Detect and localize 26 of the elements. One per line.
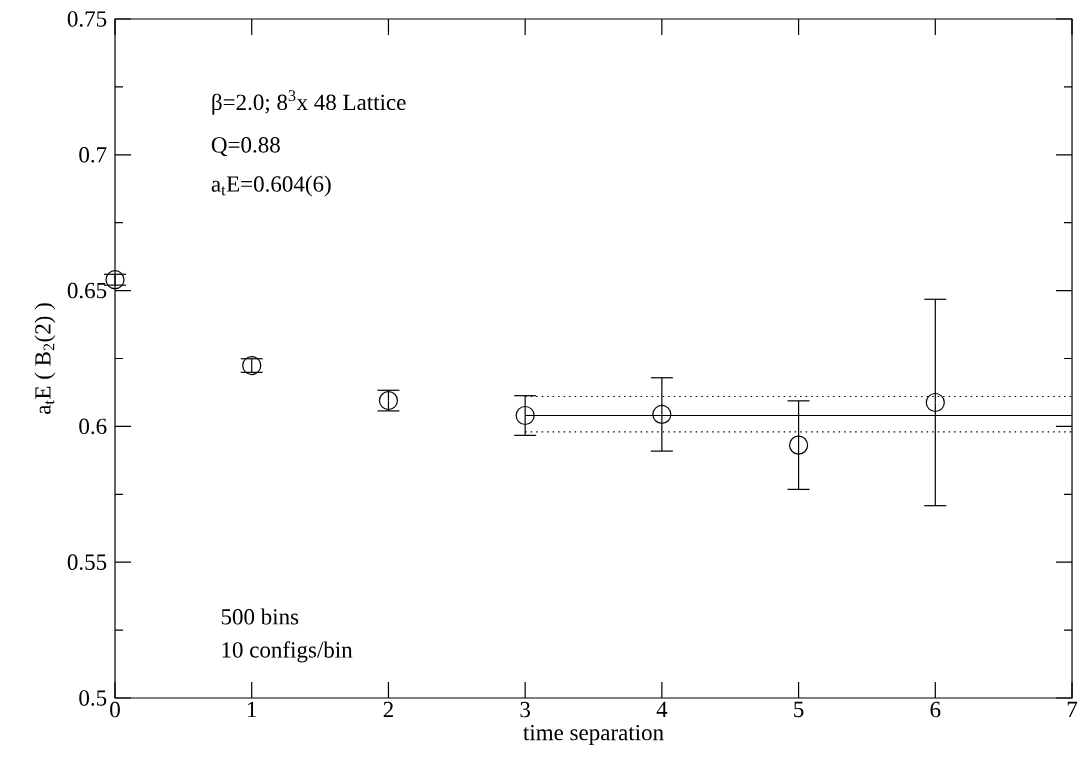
annotation: 500 bins [221, 608, 299, 625]
x-tick-label: 6 [930, 701, 941, 718]
x-tick-label: 4 [656, 701, 668, 717]
x-tick-label: 1 [247, 701, 257, 718]
annotation: β=2.0; 8$^{3}$x 48 Lattice [212, 90, 406, 115]
annotation: Q=0.88 [211, 137, 280, 157]
x-tick-label: 0 [110, 701, 120, 718]
x-tick-label: 7 [1067, 701, 1078, 717]
y-tick-label: 0.75 [67, 11, 107, 27]
y-axis-title: a$_{t}$E ( B$_{2}$(2) ) [34, 303, 56, 414]
annotation: 10 configs/bin [222, 641, 353, 663]
y-tick-label: 0.7 [79, 146, 107, 163]
point [105, 270, 125, 290]
annotation: a$_{t}$E=0.604(6) [211, 175, 331, 197]
point [652, 404, 672, 425]
point [925, 392, 945, 413]
x-tick-label: 2 [383, 701, 393, 718]
y-tick-label: 0.55 [67, 554, 107, 570]
point [515, 405, 535, 426]
x-tick-label: 3 [520, 701, 531, 718]
x-tick-label: 5 [794, 701, 804, 718]
y-tick-label: 0.6 [79, 418, 107, 435]
y-tick-label: 0.65 [67, 282, 107, 299]
y-tick-label: 0.5 [79, 690, 107, 706]
x-axis-title: time separation [523, 724, 664, 746]
point [788, 435, 809, 455]
